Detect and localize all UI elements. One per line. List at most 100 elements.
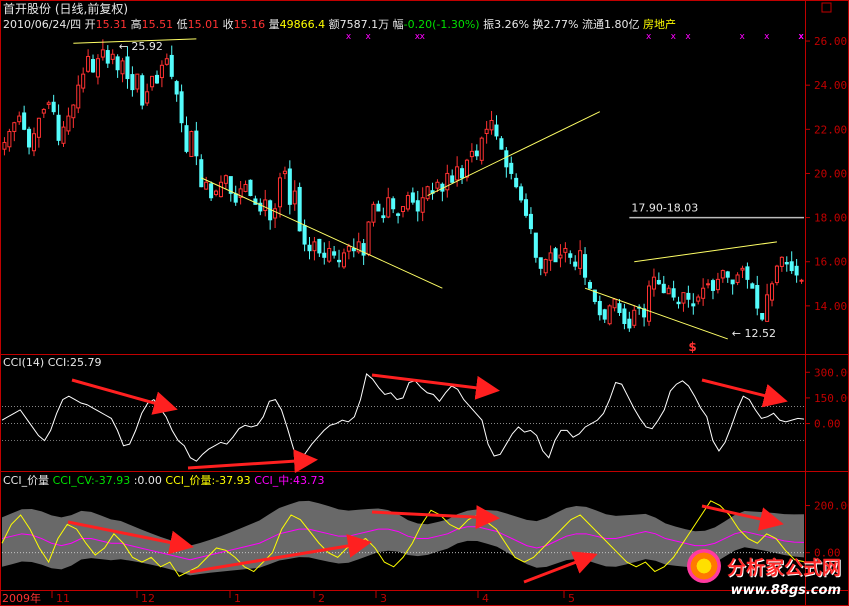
candle-body xyxy=(228,176,233,194)
candle-body xyxy=(164,58,169,65)
sector-label: 房地产 xyxy=(642,18,676,31)
candle-body xyxy=(671,288,676,298)
event-marker: x xyxy=(346,32,352,42)
cci-pv-indicator-name[interactable]: CCI_价量 xyxy=(3,474,50,487)
candle-body xyxy=(573,261,578,267)
quote-row: 2010/06/24/四 开15.31 高15.51 低15.01 收15.16… xyxy=(3,18,676,32)
candle-body xyxy=(248,179,253,197)
amplitude-label: 振 xyxy=(483,18,495,31)
candle-body xyxy=(287,168,292,205)
signal-marker: $ xyxy=(688,340,696,354)
candle-body xyxy=(755,284,760,309)
amount-label: 额 xyxy=(328,18,340,31)
event-marker: x xyxy=(764,32,770,42)
candle-body xyxy=(223,175,228,184)
cci-indicator-name[interactable]: CCI(14) xyxy=(3,356,45,369)
candle-body xyxy=(238,188,243,198)
y-tick-label: 26.00 xyxy=(814,35,847,48)
trend-line xyxy=(584,287,728,340)
y-tick-label: 20.00 xyxy=(814,167,847,180)
candle-body xyxy=(514,177,519,188)
cci-mid-line xyxy=(1,526,805,561)
cci-mid-value: CCI_中:43.73 xyxy=(254,474,325,487)
cci-pv-value: CCI_价量:-37.93 xyxy=(165,474,251,487)
candle-body xyxy=(273,208,278,219)
x-tick-label: 3 xyxy=(380,592,387,605)
candle-body xyxy=(327,247,332,262)
candle-body xyxy=(701,287,706,299)
trend-line xyxy=(73,38,197,44)
candle-body xyxy=(46,102,51,105)
candle-body xyxy=(622,308,627,325)
candle-body xyxy=(760,313,765,320)
cci-pv-panel-header: CCI_价量 CCI_CV:-37.93 :0.00 CCI_价量:-37.93… xyxy=(3,474,325,488)
candle-body xyxy=(282,170,287,175)
candle-body xyxy=(676,301,681,305)
candle-body xyxy=(627,318,632,329)
candle-body xyxy=(494,124,499,137)
candle-body xyxy=(204,181,209,190)
candle-body xyxy=(745,266,750,280)
candle-body xyxy=(337,259,342,263)
candle-body xyxy=(56,114,61,141)
candle-body xyxy=(17,115,22,123)
change-label: 幅 xyxy=(392,18,404,31)
event-marker: x xyxy=(799,32,805,42)
candle-body xyxy=(519,186,524,201)
candle-body xyxy=(386,197,391,218)
candle-body xyxy=(445,172,450,191)
event-marker: x xyxy=(799,32,805,42)
event-marker: x xyxy=(799,32,805,42)
candle-body xyxy=(366,221,371,255)
candle-body xyxy=(115,56,120,71)
low-value: 15.01 xyxy=(187,18,220,31)
x-axis-year: 2009年 xyxy=(2,592,41,605)
candle-body xyxy=(41,108,46,114)
candle-body xyxy=(725,271,730,278)
candle-body xyxy=(307,244,312,252)
candle-body xyxy=(189,131,194,157)
high-value: 15.51 xyxy=(141,18,174,31)
candle-body xyxy=(81,73,86,89)
candle-body xyxy=(169,54,174,77)
candle-body xyxy=(277,177,283,208)
candle-body xyxy=(720,270,725,279)
candle-body xyxy=(415,200,420,212)
candle-body xyxy=(95,58,100,78)
candle-body xyxy=(706,283,711,286)
open-label: 开 xyxy=(84,18,96,31)
candle-body xyxy=(125,56,130,80)
candle-body xyxy=(617,303,622,313)
event-marker: x xyxy=(685,32,691,42)
candle-body xyxy=(22,112,27,130)
candle-body xyxy=(464,159,469,178)
close-label: 收 xyxy=(222,18,234,31)
candle-body xyxy=(686,292,691,300)
candle-body xyxy=(794,265,799,276)
candle-body xyxy=(31,133,37,152)
candle-body xyxy=(214,190,219,196)
candle-body xyxy=(435,181,440,189)
event-marker: x xyxy=(366,32,372,42)
candle-body xyxy=(548,252,553,261)
candle-body xyxy=(509,162,514,174)
candle-body xyxy=(799,279,804,282)
candle-body xyxy=(263,199,268,212)
candle-body xyxy=(76,84,81,109)
candle-body xyxy=(130,74,135,91)
turnover-label: 换 xyxy=(532,18,544,31)
cci-panel-header: CCI(14) CCI:25.79 xyxy=(3,356,102,370)
candle-body xyxy=(36,117,41,138)
y-tick-label: 200.00 xyxy=(814,500,849,513)
candle-body xyxy=(233,193,238,203)
candle-body xyxy=(607,305,612,325)
y-tick-label: 24.00 xyxy=(814,79,847,92)
flower-logo-icon xyxy=(686,549,721,583)
candle-body xyxy=(2,142,7,150)
float-label: 流通 xyxy=(581,18,604,31)
candle-body xyxy=(361,243,366,256)
candle-body xyxy=(666,287,671,295)
trend-line xyxy=(634,241,778,263)
y-tick-label: 0.00 xyxy=(814,418,841,431)
